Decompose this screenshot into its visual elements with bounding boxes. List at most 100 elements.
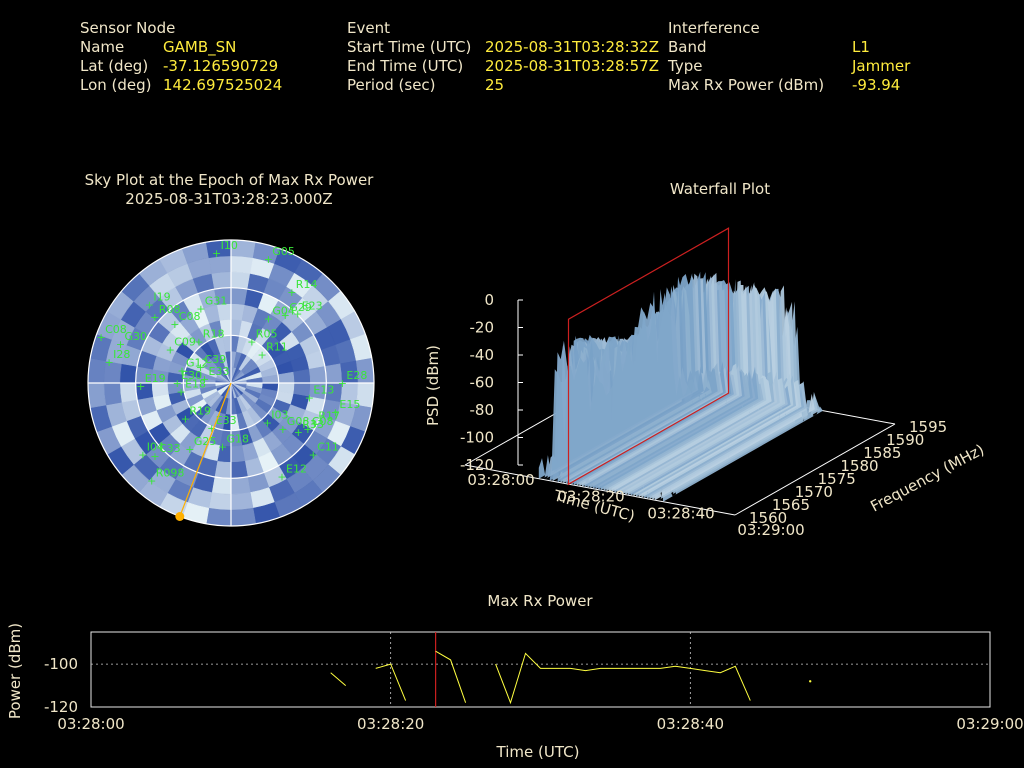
satellite-label: C33	[159, 442, 181, 455]
band-label: Band	[668, 38, 707, 56]
satellite-label: I03	[271, 408, 288, 421]
psd-tick-label: -120	[460, 456, 494, 474]
satellite-plus-marker: +	[331, 406, 340, 419]
satellite-label: I10	[221, 239, 238, 252]
type-label: Type	[668, 57, 703, 75]
satellite-label: E13	[313, 383, 334, 396]
time-tick-label: 03:29:00	[737, 521, 804, 539]
satellite-plus-marker: +	[338, 377, 347, 390]
skyplot-satellites: +I10+G05+R14+E23+G29+G04+G31+I19+R08+C08…	[96, 239, 367, 488]
satellite-plus-marker: +	[116, 338, 125, 351]
satellite-plus-marker: +	[136, 380, 145, 393]
event-title: Event	[347, 19, 390, 37]
satellite-label: G18	[227, 432, 250, 445]
psd-tick-label: 0	[484, 291, 494, 309]
time-tick-label: 03:28:00	[57, 715, 124, 733]
satellite-plus-marker: +	[305, 391, 314, 404]
max-rx-label: Max Rx Power (dBm)	[668, 76, 825, 94]
satellite-label: E28	[346, 369, 367, 382]
psd-tick-label: -100	[460, 429, 494, 447]
lat-label: Lat (deg)	[80, 57, 149, 75]
sensor-name-label: Name	[80, 38, 125, 56]
satellite-plus-marker: +	[309, 449, 318, 462]
satellite-label: C08	[105, 323, 127, 336]
satellite-plus-marker: +	[218, 440, 227, 453]
maxrx-y-label: Power (dBm)	[6, 623, 24, 719]
satellite-plus-marker: +	[145, 298, 154, 311]
satellite-plus-marker: +	[104, 356, 113, 369]
psd-spectrum-strip	[538, 287, 699, 479]
time-axis-line	[464, 464, 736, 516]
satellite-plus-marker: +	[303, 423, 312, 436]
band-value: L1	[852, 38, 870, 56]
satellite-label: C11	[317, 441, 339, 454]
power-segment	[435, 650, 467, 703]
waterfall-title: Waterfall Plot	[669, 180, 771, 198]
satellite-label: E19	[145, 372, 166, 385]
satellite-plus-marker: +	[257, 348, 266, 361]
waterfall-z-label: PSD (dBm)	[424, 345, 442, 426]
lon-label: Lon (deg)	[80, 76, 152, 94]
power-point	[809, 680, 812, 683]
satellite-plus-marker: +	[212, 247, 221, 260]
power-segment	[375, 663, 407, 701]
end-time-label: End Time (UTC)	[347, 57, 464, 75]
satellite-plus-marker: +	[177, 365, 186, 378]
satellite-label: R17	[318, 409, 340, 422]
satellite-label: C39	[205, 353, 227, 366]
time-tick-label: 03:29:00	[956, 715, 1023, 733]
period-value: 25	[485, 76, 505, 94]
satellite-plus-marker: +	[247, 336, 256, 349]
freq-tick-label: 1570	[795, 483, 833, 501]
satellite-label: R18	[203, 327, 225, 340]
satellite-plus-marker: +	[294, 426, 303, 439]
skyplot-max-marker	[175, 382, 232, 521]
satellite-plus-marker: +	[264, 253, 273, 266]
max-power-bearing-dot	[175, 512, 185, 521]
time-tick-label: 03:28:40	[647, 504, 714, 522]
satellite-plus-marker: +	[150, 450, 159, 463]
satellite-label: E15	[339, 398, 360, 411]
satellite-plus-marker: +	[173, 377, 182, 390]
freq-tick-label: 1595	[909, 418, 947, 436]
power-tick-label: -120	[44, 698, 78, 716]
satellite-label: E30	[181, 369, 202, 382]
satellite-label: E33	[209, 365, 230, 378]
start-time-label: Start Time (UTC)	[347, 38, 472, 56]
satellite-label: R33	[302, 418, 324, 431]
satellite-plus-marker: +	[194, 335, 203, 348]
sensor-name-value: GAMB_SN	[163, 38, 237, 56]
satellite-label: C09	[174, 336, 196, 349]
satellite-label: G04	[272, 304, 295, 317]
end-time-value: 2025-08-31T03:28:57Z	[485, 57, 659, 75]
freq-tick-label: 1575	[818, 470, 856, 488]
satellite-label: G30	[125, 330, 148, 343]
freq-tick-label: 1560	[749, 509, 787, 527]
psd-tick-label: -60	[470, 374, 495, 392]
time-tick-label: 03:28:40	[657, 715, 724, 733]
satellite-plus-marker: +	[176, 385, 185, 398]
satellite-label: G29	[289, 301, 312, 314]
maxrx-grid	[91, 632, 990, 707]
time-tick-label: 03:28:00	[467, 471, 534, 489]
lon-value: 142.697525024	[163, 76, 283, 94]
satellite-label: G25	[194, 435, 217, 448]
max-rx-value: -93.94	[852, 76, 901, 94]
satellite-label: R11	[266, 340, 288, 353]
satellite-label: I04	[147, 441, 164, 454]
maxrx-x-label: Time (UTC)	[496, 743, 580, 761]
freq-tick-label: 1585	[863, 444, 901, 462]
satellite-label: C08	[312, 415, 334, 428]
epoch-plane-outline	[567, 227, 730, 486]
power-segment	[495, 652, 751, 705]
satellite-plus-marker: +	[287, 286, 296, 299]
satellite-plus-marker: +	[196, 302, 205, 315]
satellite-label: E18	[185, 377, 206, 390]
satellite-plus-marker: +	[147, 475, 156, 488]
max-power-bearing-line	[179, 382, 232, 517]
